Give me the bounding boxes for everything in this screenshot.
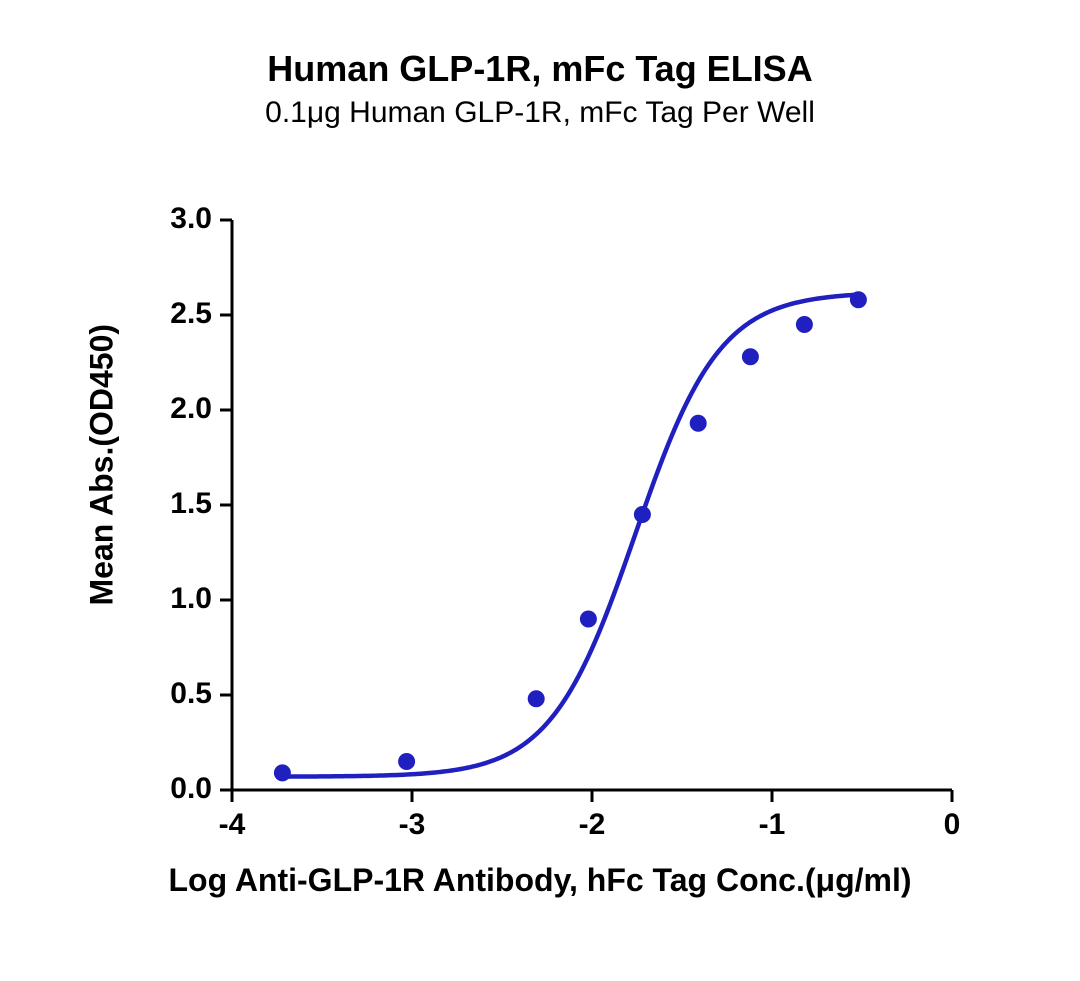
y-tick-label: 0.5: [170, 677, 212, 711]
x-axis-label: Log Anti-GLP-1R Antibody, hFc Tag Conc.(…: [0, 862, 1080, 899]
x-tick-label: 0: [922, 808, 982, 842]
y-tick-label: 1.0: [170, 582, 212, 616]
y-tick-label: 1.5: [170, 487, 212, 521]
x-tick-label: -3: [382, 808, 442, 842]
x-tick-label: -1: [742, 808, 802, 842]
x-tick-label: -4: [202, 808, 262, 842]
y-tick-label: 3.0: [170, 202, 212, 236]
x-tick-label: -2: [562, 808, 622, 842]
y-tick-label: 0.0: [170, 772, 212, 806]
plot-svg: [0, 0, 1080, 981]
y-tick-label: 2.0: [170, 392, 212, 426]
y-axis-label: Mean Abs.(OD450): [84, 406, 121, 606]
y-tick-label: 2.5: [170, 297, 212, 331]
chart-container: Human GLP-1R, mFc Tag ELISA 0.1μg Human …: [0, 0, 1080, 981]
